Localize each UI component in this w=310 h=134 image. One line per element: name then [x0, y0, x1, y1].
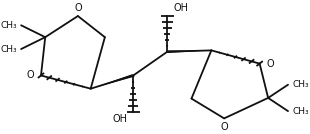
Text: OH: OH — [173, 3, 188, 13]
Text: OH: OH — [113, 114, 128, 124]
Polygon shape — [91, 74, 135, 89]
Text: CH₃: CH₃ — [0, 21, 17, 30]
Text: CH₃: CH₃ — [292, 107, 309, 116]
Text: O: O — [26, 70, 34, 81]
Text: O: O — [220, 122, 228, 132]
Polygon shape — [167, 50, 211, 53]
Text: CH₃: CH₃ — [0, 45, 17, 54]
Text: O: O — [267, 59, 274, 69]
Text: O: O — [74, 3, 82, 13]
Text: CH₃: CH₃ — [292, 80, 309, 89]
